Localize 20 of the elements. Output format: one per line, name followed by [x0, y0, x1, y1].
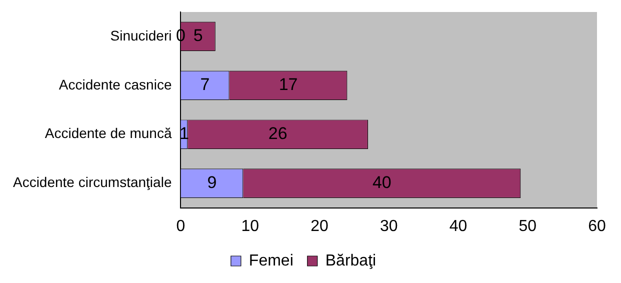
x-tick-label: 60	[588, 218, 606, 235]
data-label: 7	[200, 75, 210, 94]
data-label: 17	[278, 75, 298, 94]
y-tick-label: Accidente casnice	[58, 76, 172, 92]
legend-label: Femei	[248, 252, 294, 270]
data-label: 40	[372, 173, 392, 192]
x-tick-label: 30	[380, 218, 398, 235]
data-label: 9	[207, 173, 217, 192]
y-tick-label: Sinucideri	[110, 27, 172, 44]
data-label: 5	[193, 26, 203, 46]
x-tick-label: 50	[518, 218, 537, 235]
legend-label: Bărbaţi	[325, 252, 376, 270]
x-tick-label: 10	[241, 218, 260, 235]
x-tick-label: 20	[310, 218, 328, 235]
y-tick-label: Accidente circumstanţiale	[12, 174, 172, 190]
y-tick-label: Accidente de muncă	[44, 125, 172, 142]
x-tick-label: 0	[176, 218, 186, 235]
data-label: 26	[268, 124, 288, 144]
x-tick-label: 40	[449, 218, 468, 235]
data-label: 0	[176, 26, 186, 46]
